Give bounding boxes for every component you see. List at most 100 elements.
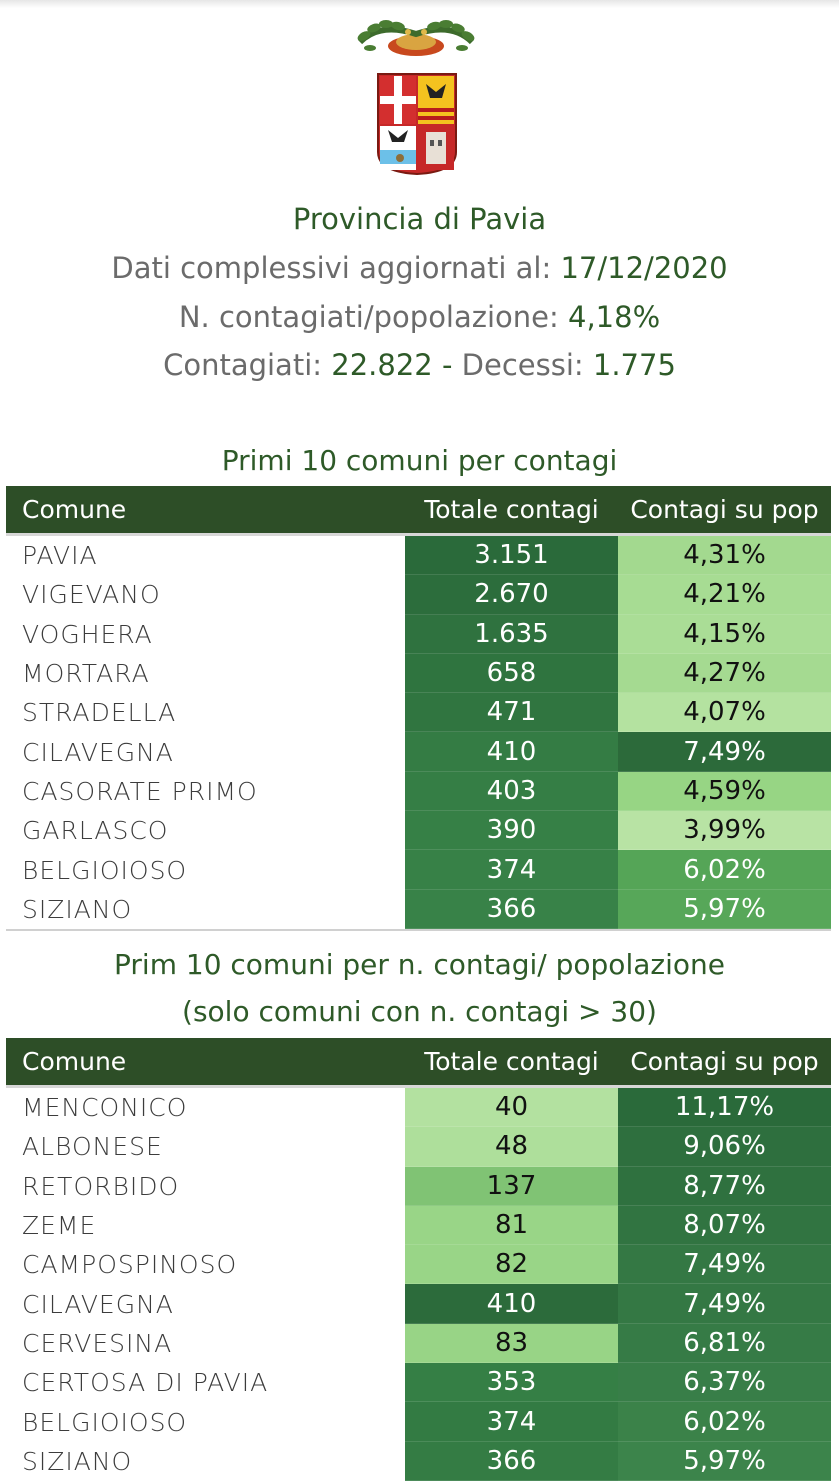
comune-name: CILAVEGNA [22,737,174,767]
top-municipalities-by-ratio-table: Comune Totale contagi Contagi su pop MEN… [6,1038,831,1481]
table-row: CASORATE PRIMO 403 4,59% [6,771,831,812]
totale-contagi-cell: 353 [405,1363,618,1403]
update-date-line: Dati complessivi aggiornati al: 17/12/20… [0,251,839,285]
contagi-su-pop-cell: 11,17% [618,1088,831,1128]
contagi-su-pop-cell: 4,21% [618,575,831,615]
table-row: VIGEVANO 2.670 4,21% [6,575,831,615]
table-row: SIZIANO 366 5,97% [6,1441,831,1481]
infected-value: 22.822 [331,348,433,382]
contagi-su-pop-cell: 7,49% [618,1245,831,1285]
laurel-wreath-icon [357,20,475,56]
comune-name: BELGIOIOSO [22,1407,188,1437]
comune-name: CAMPOSPINOSO [22,1250,238,1280]
table-row: STRADELLA 471 4,07% [6,693,831,733]
table-row: CERVESINA 83 6,81% [6,1323,831,1364]
deaths-value: 1.775 [592,348,676,382]
table-row: MORTARA 658 4,27% [6,653,831,694]
top-municipalities-by-cases-table: Comune Totale contagi Contagi su pop PAV… [6,486,831,931]
comune-name: MENCONICO [22,1093,188,1123]
contagi-su-pop-cell: 5,97% [618,889,831,929]
table-row: CILAVEGNA 410 7,49% [6,1284,831,1324]
province-title: Provincia di Pavia [292,202,547,236]
table-row: SIZIANO 366 5,97% [6,889,831,929]
contagi-su-pop-cell: 6,81% [618,1323,831,1364]
contagi-su-pop-cell: 6,02% [618,850,831,890]
table1-col-comune: Comune [22,495,127,524]
province-coat-of-arms-logo [357,20,475,176]
totale-contagi-cell: 471 [405,693,618,733]
comune-name: CILAVEGNA [22,1289,174,1319]
totals-separator: - [441,348,453,382]
table2-header-row: Comune Totale contagi Contagi su pop [6,1038,831,1088]
totale-contagi-cell: 366 [405,889,618,929]
contagi-su-pop-cell: 7,49% [618,1284,831,1324]
totale-contagi-cell: 137 [405,1166,618,1206]
totale-contagi-cell: 1.635 [405,614,618,654]
table-row: CERTOSA DI PAVIA 353 6,37% [6,1363,831,1403]
comune-name: CASORATE PRIMO [22,776,258,806]
comune-name: PAVIA [22,541,98,571]
table2-col-totale: Totale contagi [424,1047,599,1076]
contagi-su-pop-cell: 3,99% [618,811,831,851]
table-row: ALBONESE 48 9,06% [6,1127,831,1167]
contagi-su-pop-cell: 4,27% [618,653,831,694]
table1-col-pop: Contagi su pop [630,495,819,524]
contagi-su-pop-cell: 6,02% [618,1402,831,1442]
totale-contagi-cell: 83 [405,1323,618,1364]
totale-contagi-cell: 374 [405,1402,618,1442]
contagi-su-pop-cell: 4,07% [618,693,831,733]
table1-body: PAVIA 3.151 4,31% VIGEVANO 2.670 4,21% VOGHERA… [6,536,831,929]
totale-contagi-cell: 3.151 [405,536,618,576]
infection-ratio-value: 4,18% [568,300,661,334]
table-row: RETORBIDO 137 8,77% [6,1166,831,1206]
totale-contagi-cell: 390 [405,811,618,851]
comune-name: GARLASCO [22,816,169,846]
comune-name: SIZIANO [22,1446,133,1476]
comune-name: STRADELLA [22,698,177,728]
table2-body: MENCONICO 40 11,17% ALBONESE 48 9,06% RETORBID… [6,1088,831,1481]
totale-contagi-cell: 40 [405,1088,618,1128]
comune-name: SIZIANO [22,894,133,924]
comune-name: CERTOSA DI PAVIA [22,1368,269,1398]
table2-col-comune: Comune [22,1047,127,1076]
infection-ratio-line: N. contagiati/popolazione: 4,18% [0,300,839,334]
totale-contagi-cell: 2.670 [405,575,618,615]
totale-contagi-cell: 374 [405,850,618,890]
contagi-su-pop-cell: 9,06% [618,1127,831,1167]
comune-name: BELGIOIOSO [22,855,188,885]
table-row: VOGHERA 1.635 4,15% [6,614,831,654]
table2-title-line1: Prim 10 comuni per n. contagi/ popolazio… [114,948,725,981]
table2-col-pop: Contagi su pop [630,1047,819,1076]
table1-title: Primi 10 comuni per contagi [221,444,618,477]
table1-bottom-border [6,928,831,931]
comune-name: ALBONESE [22,1132,163,1162]
table-row: PAVIA 3.151 4,31% [6,536,831,576]
infection-ratio-label: N. contagiati/popolazione: [178,300,559,334]
table1-col-totale: Totale contagi [424,495,599,524]
contagi-su-pop-cell: 4,15% [618,614,831,654]
totale-contagi-cell: 410 [405,732,618,772]
table-row: ZEME 81 8,07% [6,1205,831,1246]
table-row: BELGIOIOSO 374 6,02% [6,1402,831,1442]
totale-contagi-cell: 403 [405,771,618,812]
table-row: MENCONICO 40 11,17% [6,1088,831,1128]
totale-contagi-cell: 48 [405,1127,618,1167]
comune-name: VOGHERA [22,619,153,649]
top-shadow-bar [0,0,839,8]
comune-name: RETORBIDO [22,1171,180,1201]
totale-contagi-cell: 410 [405,1284,618,1324]
contagi-su-pop-cell: 7,49% [618,732,831,772]
comune-name: CERVESINA [22,1328,173,1358]
update-date-value: 17/12/2020 [560,251,728,285]
totale-contagi-cell: 658 [405,653,618,694]
contagi-su-pop-cell: 4,59% [618,771,831,812]
update-date-label: Dati complessivi aggiornati al: [111,251,552,285]
contagi-su-pop-cell: 8,77% [618,1166,831,1206]
comune-name: MORTARA [22,659,150,689]
totale-contagi-cell: 366 [405,1441,618,1481]
shield-icon [377,73,457,176]
contagi-su-pop-cell: 8,07% [618,1205,831,1246]
table1-header-row: Comune Totale contagi Contagi su pop [6,486,831,536]
table-row: CILAVEGNA 410 7,49% [6,732,831,772]
table-row: BELGIOIOSO 374 6,02% [6,850,831,890]
